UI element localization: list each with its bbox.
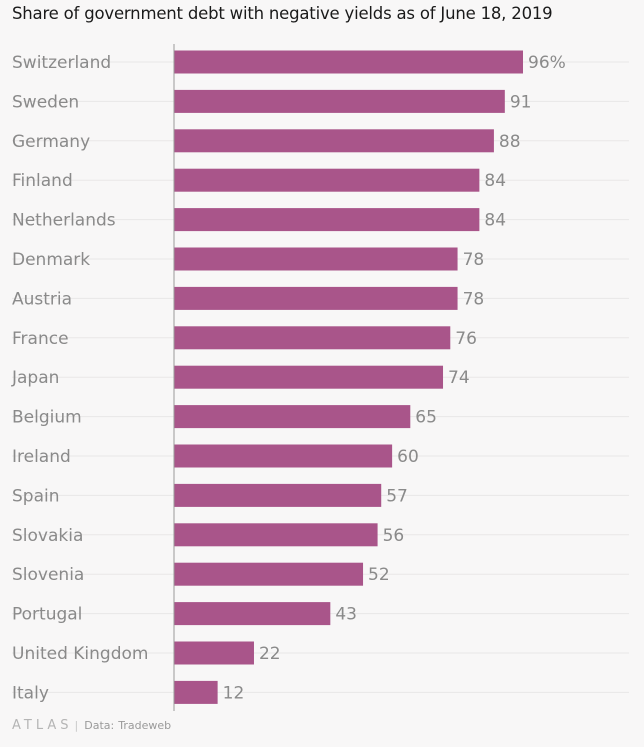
source-name: Tradeweb xyxy=(118,719,172,732)
bar-finland xyxy=(174,168,480,192)
bar-switzerland xyxy=(174,50,523,74)
footer: ATLAS | Data: Tradeweb xyxy=(12,718,171,733)
bar-slovakia xyxy=(174,523,378,547)
value-label: 74 xyxy=(448,368,470,388)
category-label: Finland xyxy=(12,171,73,191)
category-labels: Switzerland Sweden Germany Finland Netherlan… xyxy=(11,53,148,703)
bar-ireland xyxy=(174,444,393,468)
value-label: 43 xyxy=(335,605,357,625)
value-label: 88 xyxy=(499,132,521,152)
category-label: Italy xyxy=(12,683,49,703)
bar-france xyxy=(174,326,451,350)
value-label: 76 xyxy=(455,329,477,349)
value-label: 78 xyxy=(463,250,485,270)
atlas-logo: ATLAS xyxy=(12,718,73,733)
bar-italy xyxy=(174,680,218,704)
value-label: 57 xyxy=(386,486,408,506)
value-label: 12 xyxy=(223,683,245,703)
footer-separator: | xyxy=(74,719,79,732)
bar-denmark xyxy=(174,247,458,271)
source-prefix: Data: xyxy=(84,719,115,732)
category-label: Slovakia xyxy=(12,526,83,546)
bar-slovenia xyxy=(174,562,364,586)
value-label: 84 xyxy=(484,171,506,191)
value-label: 22 xyxy=(259,644,281,664)
bar-japan xyxy=(174,365,444,389)
category-label: Portugal xyxy=(12,605,82,625)
bar-germany xyxy=(174,129,494,153)
value-label: 65 xyxy=(415,408,437,428)
bar-chart: Switzerland Sweden Germany Finland Netherlan… xyxy=(11,44,629,711)
value-label: 56 xyxy=(383,526,405,546)
category-label: United Kingdom xyxy=(12,644,148,664)
category-label: France xyxy=(12,329,69,349)
value-label: 84 xyxy=(484,211,506,231)
category-label: Austria xyxy=(12,289,72,309)
bar-spain xyxy=(174,483,382,507)
value-label: 52 xyxy=(368,565,390,585)
category-label: Slovenia xyxy=(12,565,84,585)
value-label: 60 xyxy=(397,447,419,467)
value-label: 91 xyxy=(510,92,532,112)
category-label: Belgium xyxy=(12,408,82,428)
bar-portugal xyxy=(174,602,331,626)
bar-belgium xyxy=(174,405,411,429)
value-label: 78 xyxy=(463,289,485,309)
category-label: Germany xyxy=(12,132,90,152)
bar-united-kingdom xyxy=(174,641,254,665)
category-label: Spain xyxy=(12,486,60,506)
bars xyxy=(174,50,523,704)
value-label: 96% xyxy=(528,53,566,73)
bar-austria xyxy=(174,286,458,310)
category-label: Ireland xyxy=(12,447,71,467)
category-label: Netherlands xyxy=(12,211,116,231)
category-label: Sweden xyxy=(12,92,79,112)
chart-title: Share of government debt with negative y… xyxy=(12,4,553,23)
category-label: Switzerland xyxy=(12,53,111,73)
bar-sweden xyxy=(174,89,505,113)
value-labels: 96% 91 88 84 84 78 78 76 74 65 60 57 56 52 43 22 12 xyxy=(223,53,566,703)
category-label: Denmark xyxy=(12,250,90,270)
category-label: Japan xyxy=(11,368,59,388)
bar-netherlands xyxy=(174,208,480,232)
